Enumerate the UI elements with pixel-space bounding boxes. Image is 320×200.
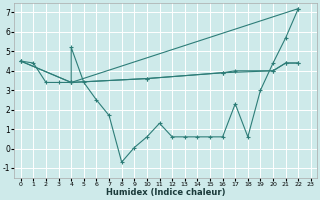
X-axis label: Humidex (Indice chaleur): Humidex (Indice chaleur) <box>106 188 226 197</box>
